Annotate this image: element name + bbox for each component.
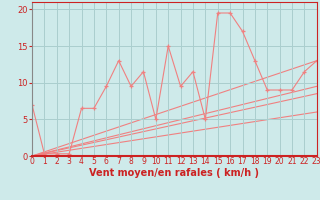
X-axis label: Vent moyen/en rafales ( km/h ): Vent moyen/en rafales ( km/h ): [89, 168, 260, 178]
